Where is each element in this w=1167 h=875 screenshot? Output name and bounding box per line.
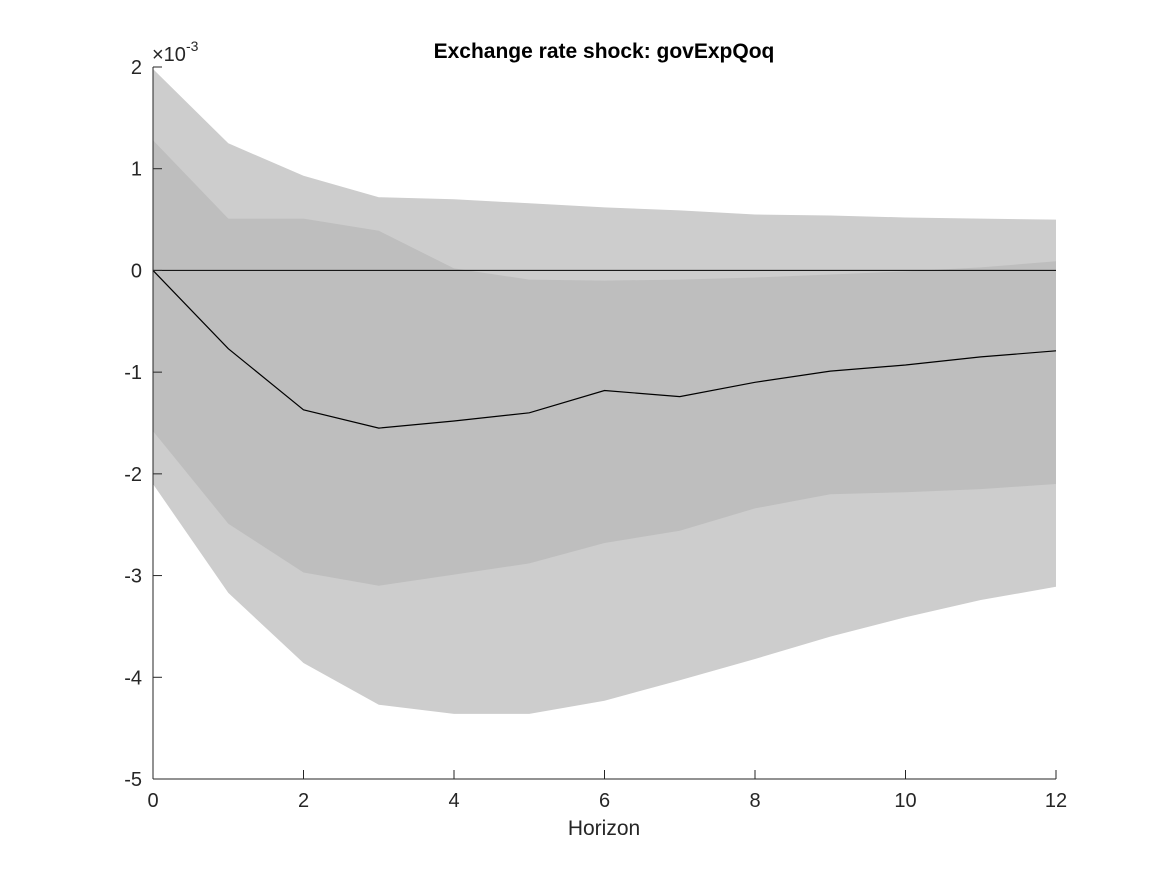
- x-tick-label: 0: [147, 790, 158, 812]
- x-tick-label: 12: [1045, 790, 1067, 812]
- x-tick-label: 10: [894, 790, 916, 812]
- median-response-line: [152, 269, 1057, 429]
- chart-title: Exchange rate shock: govExpQoq: [434, 40, 775, 63]
- y-axis-exponent: ×10-3: [152, 38, 199, 66]
- axes: [152, 66, 1057, 780]
- y-tick-label: 1: [131, 159, 142, 181]
- inner-confidence-band: [153, 140, 1056, 586]
- y-tick-label: -5: [124, 769, 142, 791]
- x-tick-label: 4: [448, 790, 459, 812]
- x-tick-label: 6: [599, 790, 610, 812]
- x-axis-label: Horizon: [568, 817, 640, 840]
- labels: Exchange rate shock: govExpQoq Horizon ×…: [124, 38, 1067, 840]
- x-tick-label: 2: [298, 790, 309, 812]
- y-tick-label: 2: [131, 57, 142, 79]
- y-tick-label: -1: [124, 362, 142, 384]
- y-axis-exponent-power: -3: [186, 38, 199, 54]
- confidence-bands: [153, 69, 1056, 714]
- y-tick-label: 0: [131, 260, 142, 282]
- y-axis-exponent-base: ×10: [152, 44, 186, 66]
- y-tick-label: -3: [124, 566, 142, 588]
- y-tick-label: -2: [124, 464, 142, 486]
- y-tick-label: -4: [124, 667, 142, 689]
- lines: [152, 269, 1057, 429]
- x-tick-label: 8: [749, 790, 760, 812]
